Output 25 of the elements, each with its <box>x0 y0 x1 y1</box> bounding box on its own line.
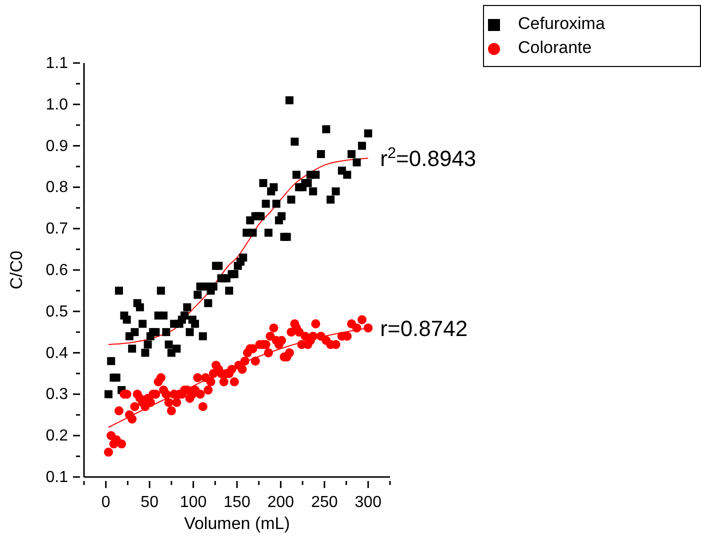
y-tick-label: 0.9 <box>46 138 68 155</box>
y-tick-label: 0.3 <box>46 386 68 404</box>
x-tick-label: 0 <box>101 494 110 511</box>
x-axis-title: Volumen (mL) <box>184 514 290 533</box>
y-tick-label: 0.5 <box>46 303 68 320</box>
line-series <box>108 158 369 346</box>
x-tick-label: 50 <box>140 494 159 511</box>
y-tick-label: 0.1 <box>46 469 68 486</box>
annotation: r=0.8742 <box>380 316 468 341</box>
y-tick-label: 0.7 <box>46 220 68 238</box>
x-tick-label: 150 <box>224 494 250 511</box>
annotation: r$^{2}$=0.8943 <box>380 144 476 172</box>
y-tick-label: 1.1 <box>46 55 68 72</box>
x-tick-label: 300 <box>354 494 382 511</box>
y-tick-label: 0.6 <box>46 262 68 279</box>
x-tick-label: 200 <box>267 494 294 511</box>
y-axis-title: C/C0 <box>7 250 26 290</box>
y-tick-label: 0.8 <box>46 179 68 196</box>
y-tick-label: 0.2 <box>46 428 68 445</box>
legend-label: Colorante <box>518 38 592 57</box>
y-tick-label: 1.0 <box>46 96 68 114</box>
legend-label: Cefuroxima <box>518 14 605 33</box>
x-tick-label: 250 <box>311 494 338 511</box>
x-tick-label: 100 <box>180 494 207 511</box>
y-tick-label: 0.4 <box>46 344 68 362</box>
